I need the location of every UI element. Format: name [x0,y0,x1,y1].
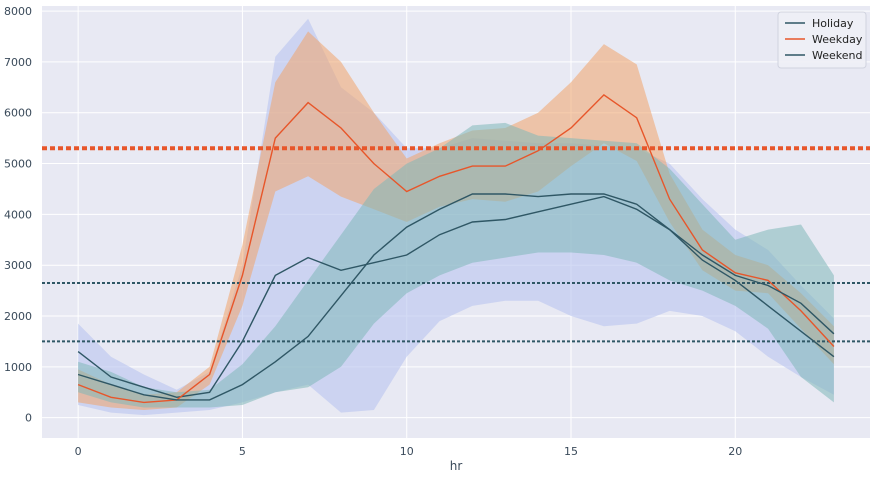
y-tick-label: 5000 [4,158,32,171]
y-tick-label: 6000 [4,107,32,120]
legend-label: Holiday [812,17,854,30]
x-tick-label: 20 [728,445,742,458]
y-tick-label: 2000 [4,310,32,323]
x-tick-label: 5 [239,445,246,458]
legend-box [777,11,867,69]
y-tick-label: 1000 [4,361,32,374]
legend-label: Weekday [812,33,863,46]
series-line-weekend [77,193,835,401]
x-tick-label: 10 [400,445,414,458]
band-weekday [78,31,834,411]
y-tick-label: 8000 [4,5,32,18]
y-tick-labels: 0 1000 2000 3000 4000 5000 6000 7000 8000 [4,5,32,425]
confidence-bands [78,18,834,416]
x-axis-label: hr [450,459,463,473]
x-tick-label: 0 [75,445,82,458]
x-tick-label: 15 [564,445,578,458]
x-tick-labels: 0 5 10 15 20 [75,445,743,458]
series-lines [77,93,835,404]
legend-label: Weekend [812,49,862,62]
y-tick-label: 0 [25,412,32,425]
series-line-holiday [77,195,835,399]
band-weekend [78,122,834,408]
legend: Holiday Weekday Weekend [777,11,867,69]
y-tick-label: 7000 [4,56,32,69]
series-line-weekday [77,93,835,404]
y-tick-label: 3000 [4,259,32,272]
reference-lines [42,146,870,343]
y-tick-label: 4000 [4,208,32,221]
